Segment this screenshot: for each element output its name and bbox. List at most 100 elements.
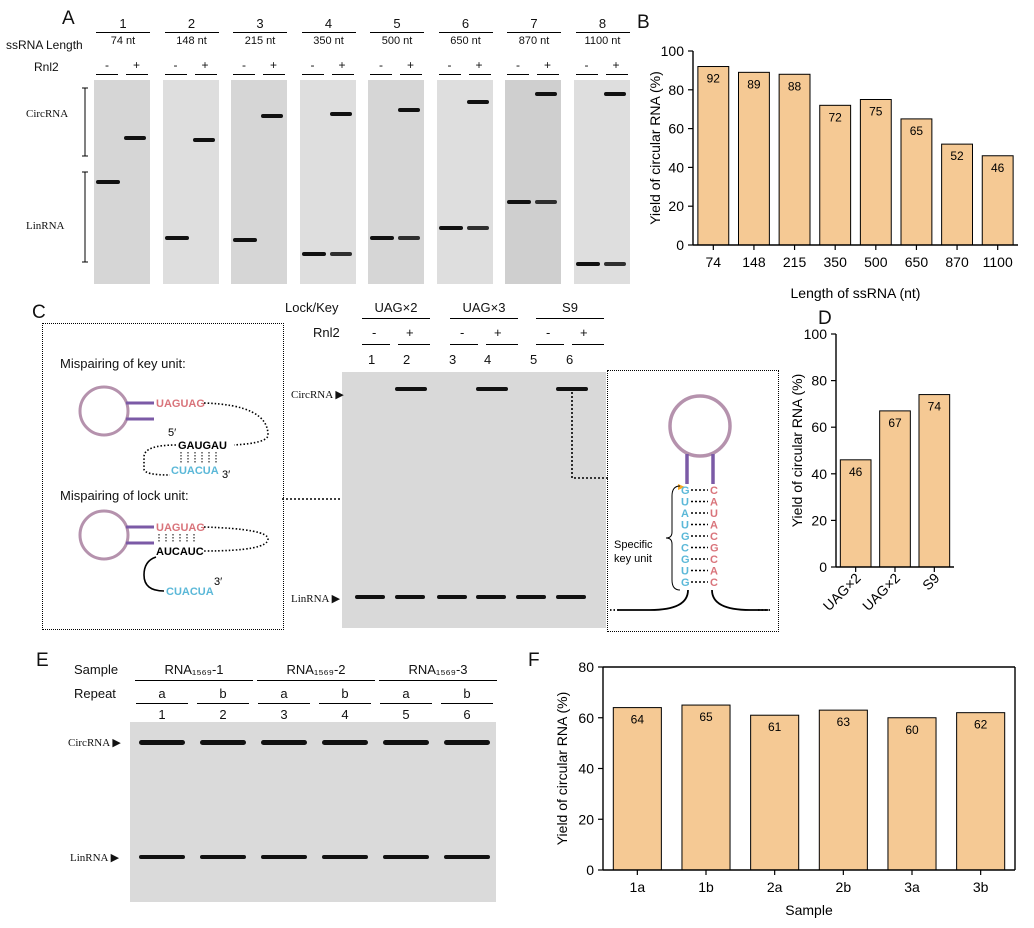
panel-label-b: B — [637, 12, 650, 33]
x-tick-label: S9 — [919, 570, 943, 594]
lane-header: 2 148 nt — [162, 16, 222, 50]
bar — [859, 99, 892, 246]
repeat-label: a — [280, 686, 288, 701]
circ-band — [444, 740, 490, 745]
rnl2-minus: - — [447, 58, 452, 72]
rnl2-plus: + — [475, 58, 483, 72]
bar-value-label: 46 — [991, 161, 1005, 175]
gel-e — [130, 722, 496, 902]
circ-band — [139, 740, 185, 745]
circrna-label-c: CircRNA ▶ — [291, 389, 344, 401]
rnl2-minus: - — [546, 325, 551, 340]
x-axis-label: Length of ssRNA (nt) — [791, 285, 921, 301]
panel-a-bracket — [82, 87, 88, 263]
bar-value-label: 61 — [768, 720, 782, 734]
lin-band — [200, 855, 246, 859]
y-tick-label: 60 — [811, 419, 827, 435]
base-right: C — [710, 577, 718, 589]
x-tick-label: UAG×2 — [820, 570, 864, 614]
lane-length: 350 nt — [313, 35, 344, 47]
x-tick-label: 870 — [945, 254, 969, 270]
minus-rule — [507, 74, 529, 75]
x-tick-label: 3b — [973, 879, 989, 895]
lane-length: 148 nt — [176, 35, 207, 47]
lane-rule — [233, 32, 287, 33]
lane-header: 5 500 nt — [367, 16, 427, 50]
repeat-label: b — [463, 686, 471, 701]
panel-label-c: C — [32, 302, 46, 323]
lane-number: 5 — [393, 16, 401, 31]
circ-band — [322, 740, 368, 745]
gel-c — [342, 372, 606, 628]
bar — [778, 73, 811, 246]
x-tick-label: 500 — [864, 254, 888, 270]
lane-rule — [164, 32, 219, 33]
seq-cuacua-top: CUACUA — [171, 465, 219, 477]
x-tick-label: 2a — [767, 879, 783, 895]
rnl2-minus: - — [516, 58, 520, 72]
rnl2-row-label: Rnl2 — [34, 60, 59, 74]
circ-band — [535, 92, 557, 96]
lane-rule — [438, 32, 493, 33]
y-tick-label: 20 — [668, 198, 684, 214]
y-tick-label: 40 — [811, 466, 827, 482]
lane-rule — [507, 32, 561, 33]
y-tick-label: 40 — [578, 761, 594, 777]
sample-label: RNA₁₅₆₉-1 — [164, 662, 224, 677]
base-left: U — [681, 566, 689, 578]
y-tick-label: 20 — [811, 512, 827, 528]
minus-rule — [301, 74, 324, 75]
y-axis-label: Yield of circular RNA (%) — [789, 374, 805, 528]
circ-band — [261, 740, 307, 745]
bar — [981, 155, 1014, 246]
five-prime-top: 5′ — [168, 427, 176, 439]
key-unit-label: key unit — [614, 553, 652, 565]
group-rule — [536, 318, 604, 319]
repeat-rule — [441, 703, 493, 704]
y-axis-label: Yield of circular RNA (%) — [647, 71, 663, 225]
minus-rule — [164, 74, 187, 75]
lane-number: 3 — [256, 16, 264, 31]
bar-value-label: 88 — [788, 79, 802, 93]
bar-value-label: 60 — [905, 723, 919, 737]
lin-band — [444, 855, 490, 859]
lane-header: 7 870 nt — [504, 16, 564, 50]
plus-rule — [400, 74, 422, 75]
lane-header: 8 1100 nt — [573, 16, 633, 50]
bar — [879, 410, 911, 568]
circ-band — [124, 136, 146, 140]
lane-number: 7 — [530, 16, 538, 31]
lane-number: 3 — [280, 707, 288, 722]
x-tick-label: 1b — [698, 879, 714, 895]
panel-label-d: D — [818, 308, 832, 329]
circ-band — [398, 108, 420, 112]
lock-unit-mispair-title: Mispairing of lock unit: — [60, 488, 189, 503]
circ-band — [383, 740, 429, 745]
lane-length: 215 nt — [244, 35, 276, 47]
bar — [750, 714, 800, 871]
lane-number: 2 — [403, 352, 411, 367]
rnl2-plus: + — [494, 325, 502, 340]
linrna-label-a: LinRNA — [26, 220, 65, 232]
base-right: A — [710, 566, 718, 578]
lane-number: 4 — [341, 707, 349, 722]
gel-strip — [573, 80, 630, 284]
bar-value-label: 75 — [869, 105, 883, 119]
y-tick-label: 0 — [586, 862, 594, 878]
lane-length: 650 nt — [450, 35, 481, 47]
lane-number: 4 — [484, 352, 492, 367]
rnl2-minus: - — [460, 325, 465, 340]
minus-rule — [370, 74, 392, 75]
bar-value-label: 92 — [707, 72, 721, 86]
lin-band-minus — [301, 252, 326, 256]
base-left: A — [681, 508, 689, 520]
plus-rule — [263, 74, 285, 75]
y-tick-label: 80 — [668, 82, 684, 98]
lane-length: 500 nt — [381, 35, 413, 47]
sample-rule — [379, 680, 497, 681]
bar-value-label: 52 — [950, 149, 964, 163]
base-right: U — [710, 508, 718, 520]
bar — [818, 709, 868, 871]
lane-header: 4 350 nt — [299, 16, 359, 50]
group-rule — [362, 318, 430, 319]
